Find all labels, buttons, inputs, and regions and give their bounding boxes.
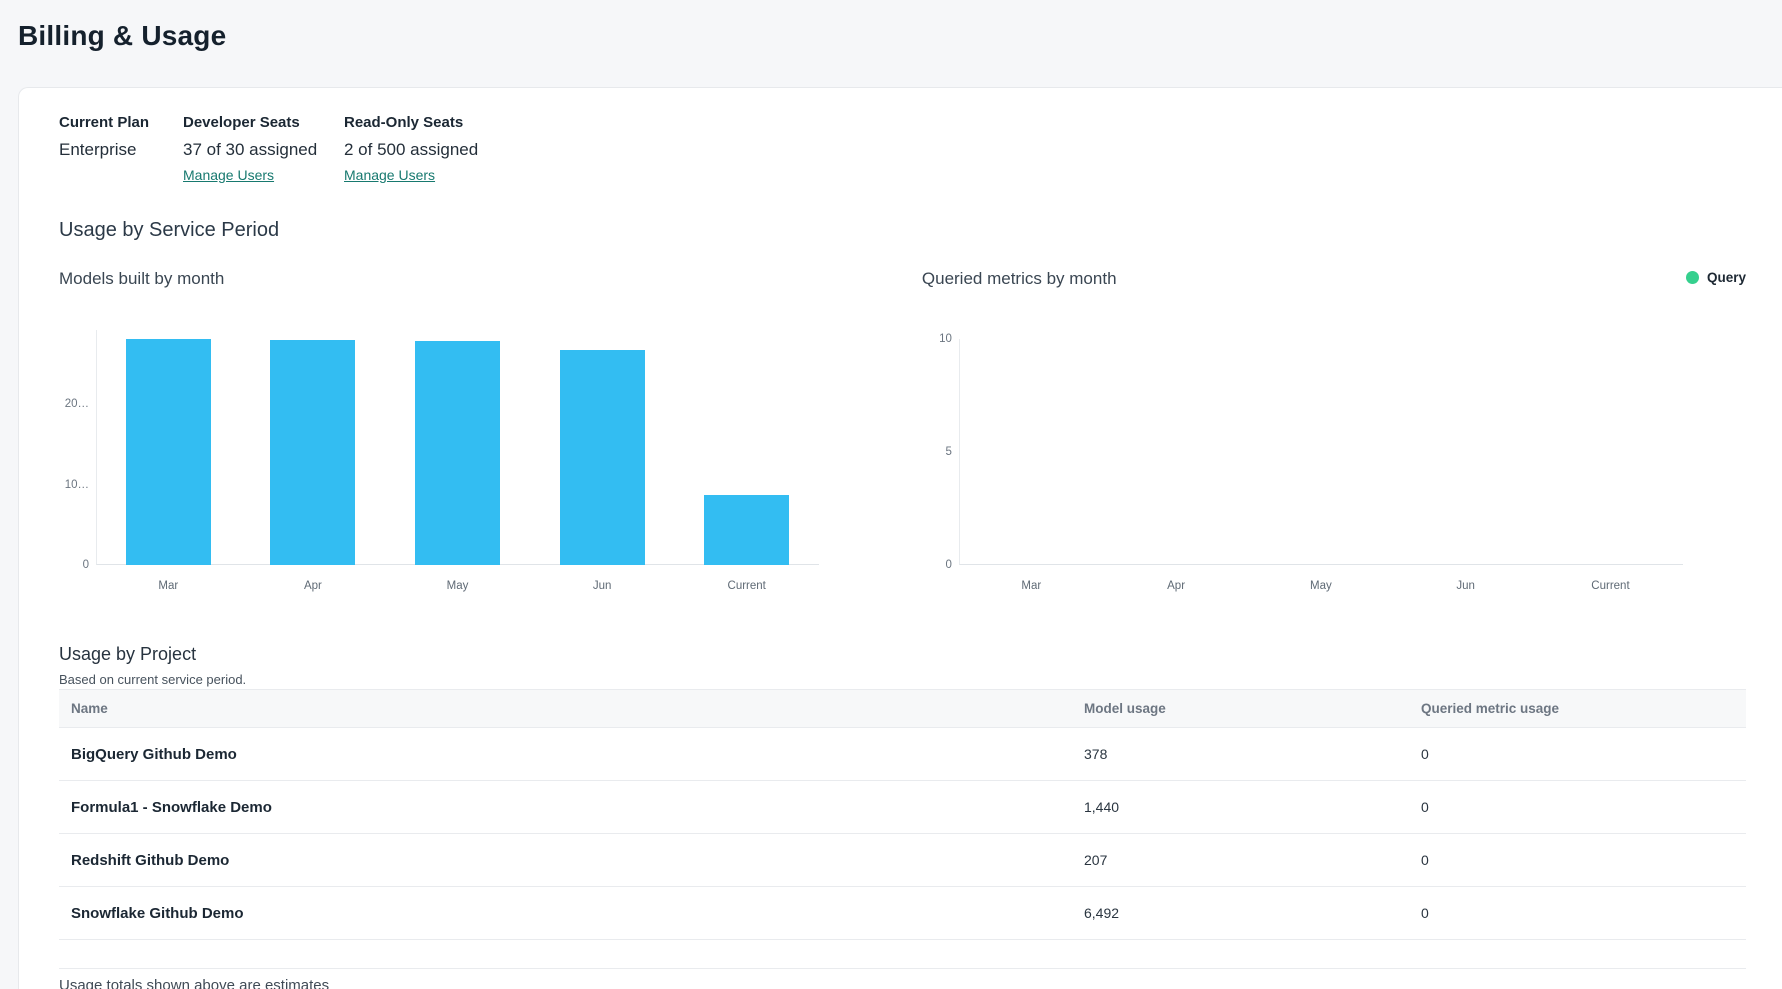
bar-apr xyxy=(270,339,356,565)
x-axis-category-label: May xyxy=(446,580,469,592)
service-period-heading: Usage by Service Period xyxy=(59,219,280,241)
page-header: Billing & Usage xyxy=(0,0,1782,87)
x-axis-category-label: Apr xyxy=(1167,580,1186,592)
y-axis-tick-label: 5 xyxy=(945,446,952,458)
table-foot-spacer xyxy=(59,940,1746,968)
current-plan-label: Current Plan xyxy=(59,114,150,131)
x-axis-category-label: Mar xyxy=(158,580,179,592)
x-axis-category-label: Current xyxy=(727,580,766,592)
project-name-cell: Formula1 - Snowflake Demo xyxy=(71,798,272,816)
project-table-body: BigQuery Github Demo 378 0 Formula1 - Snowf… xyxy=(59,728,1746,940)
model-usage-cell: 378 xyxy=(1084,746,1108,762)
chart-gap xyxy=(819,268,922,565)
current-plan-column: Current Plan Enterprise xyxy=(59,114,183,185)
page-title: Billing & Usage xyxy=(18,20,227,51)
table-row[interactable]: BigQuery Github Demo 378 0 xyxy=(59,728,1746,781)
column-header-queried: Queried metric usage xyxy=(1421,701,1560,716)
x-axis-category-label: May xyxy=(1310,580,1332,592)
x-axis-category-label: Apr xyxy=(303,580,322,592)
bar-may xyxy=(415,341,500,565)
model-usage-cell: 6,492 xyxy=(1084,905,1120,921)
column-header-model: Model usage xyxy=(1084,701,1166,716)
project-name-cell: BigQuery Github Demo xyxy=(71,745,237,763)
table-foot-divider xyxy=(59,968,1746,969)
y-axis-tick-label: 0 xyxy=(82,559,89,571)
models-built-chart-canvas: 0 10… 20… Mar Apr May Jun Current xyxy=(65,330,819,592)
models-built-chart: Models built by month 0 10… 20… Mar Apr May Ju… xyxy=(59,268,819,592)
queried-metrics-chart-plot xyxy=(958,339,1683,565)
readonly-seats-column: Read-Only Seats 2 of 500 assigned Manage… xyxy=(344,114,1746,185)
y-axis-tick-label: 10… xyxy=(64,478,89,491)
x-axis-category-label: Jun xyxy=(592,580,612,592)
models-built-chart-title: Models built by month xyxy=(59,269,225,288)
y-axis-tick-label: 20… xyxy=(64,398,89,411)
project-table: Name Model usage Queried metric usage Bi… xyxy=(59,689,1746,989)
model-usage-cell: 207 xyxy=(1084,852,1108,868)
project-name-cell: Snowflake Github Demo xyxy=(71,904,244,922)
project-name-cell: Redshift Github Demo xyxy=(71,851,230,869)
table-row[interactable]: Redshift Github Demo 207 0 xyxy=(59,834,1746,887)
charts-row: Models built by month 0 10… 20… Mar Apr May Ju… xyxy=(59,268,1746,592)
model-usage-cell: 1,440 xyxy=(1084,799,1120,815)
x-axis-category-label: Mar xyxy=(1021,580,1042,592)
project-table-header: Name Model usage Queried metric usage xyxy=(59,689,1746,728)
usage-by-project-heading: Usage by Project xyxy=(59,644,197,664)
table-row[interactable]: Snowflake Github Demo 6,492 0 xyxy=(59,887,1746,940)
developer-seats-label: Developer Seats xyxy=(183,114,300,131)
developer-seats-value: 37 of 30 assigned xyxy=(183,140,318,159)
x-axis-category-label: Current xyxy=(1591,580,1630,592)
legend-label: Query xyxy=(1706,270,1746,285)
queried-metric-usage-cell: 0 xyxy=(1421,905,1429,921)
column-header-name: Name xyxy=(71,701,108,716)
manage-users-link-developer[interactable]: Manage Users xyxy=(183,167,275,183)
y-axis-tick-label: 10 xyxy=(939,333,952,345)
developer-seats-column: Developer Seats 37 of 30 assigned Manage… xyxy=(183,114,344,185)
readonly-seats-value: 2 of 500 assigned xyxy=(344,140,479,159)
x-axis-category-label: Jun xyxy=(1456,580,1475,592)
y-axis-tick-label: 0 xyxy=(945,559,952,571)
usage-by-project-subtitle: Based on current service period. xyxy=(59,672,247,687)
table-row[interactable]: Formula1 - Snowflake Demo 1,440 0 xyxy=(59,781,1746,834)
queried-metrics-chart-title: Queried metrics by month xyxy=(921,269,1117,288)
bar-jun xyxy=(559,350,645,565)
queried-metric-usage-cell: 0 xyxy=(1421,746,1429,762)
queried-metrics-chart-canvas: 0 5 10 Mar Apr May Jun Current xyxy=(939,333,1683,592)
bar-mar xyxy=(125,338,211,565)
usage-footnote: Usage totals shown above are estimates xyxy=(59,977,330,989)
readonly-seats-label: Read-Only Seats xyxy=(344,114,464,131)
queried-metrics-chart: Queried metrics by month Query 0 5 10 Mar Ap… xyxy=(921,268,1746,592)
legend-dot-icon xyxy=(1685,271,1699,284)
queried-metric-usage-cell: 0 xyxy=(1421,852,1429,868)
queried-metric-usage-cell: 0 xyxy=(1421,799,1429,815)
plan-summary: Current Plan Enterprise Developer Seats … xyxy=(59,114,1746,185)
chart-legend-query[interactable]: Query xyxy=(1685,270,1746,285)
usage-by-project-section: Usage by Project Based on current servic… xyxy=(59,644,1746,989)
manage-users-link-readonly[interactable]: Manage Users xyxy=(344,167,436,183)
current-plan-value: Enterprise xyxy=(59,140,137,159)
bar-current xyxy=(704,494,790,565)
billing-card: Current Plan Enterprise Developer Seats … xyxy=(18,87,1782,989)
